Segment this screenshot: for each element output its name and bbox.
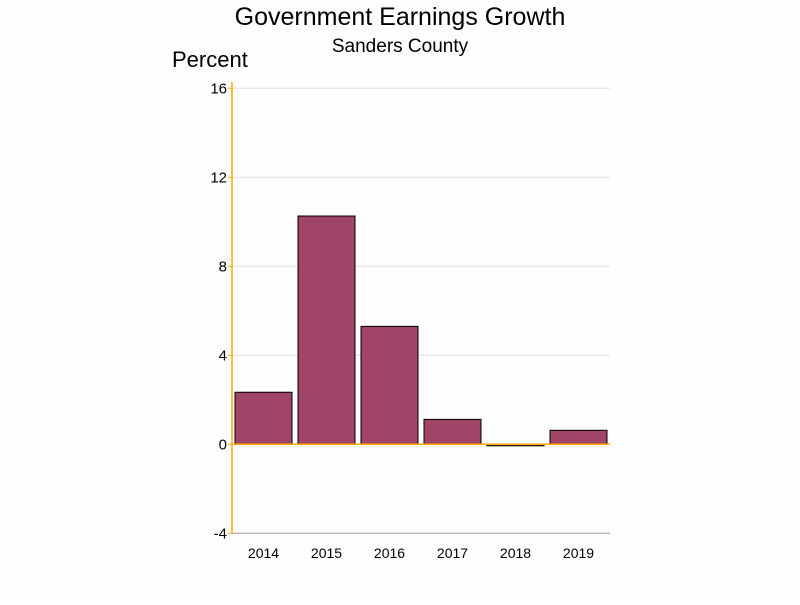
chart-title: Government Earnings Growth xyxy=(235,3,566,31)
y-tick-label: 0 xyxy=(219,436,227,453)
x-tick-label: 2016 xyxy=(374,545,405,561)
bar-2015 xyxy=(297,215,356,445)
bar-2019 xyxy=(549,429,608,445)
bar-2017 xyxy=(423,418,482,445)
bar-2014 xyxy=(234,391,293,445)
x-tick-label: 2014 xyxy=(248,545,279,561)
y-tick-label: -4 xyxy=(214,525,227,542)
y-tick-label: 12 xyxy=(210,169,227,186)
x-tick-label: 2015 xyxy=(311,545,342,561)
y-axis-label: Percent xyxy=(172,47,248,72)
y-tick-label: 16 xyxy=(210,80,227,97)
y-tick-label: 4 xyxy=(219,347,227,364)
bar-2016 xyxy=(360,325,419,445)
chart-subtitle: Sanders County xyxy=(332,36,469,57)
x-tick-label: 2017 xyxy=(437,545,468,561)
x-tick-label: 2019 xyxy=(563,545,594,561)
x-tick-label: 2018 xyxy=(500,545,531,561)
y-tick-label: 8 xyxy=(219,258,227,275)
